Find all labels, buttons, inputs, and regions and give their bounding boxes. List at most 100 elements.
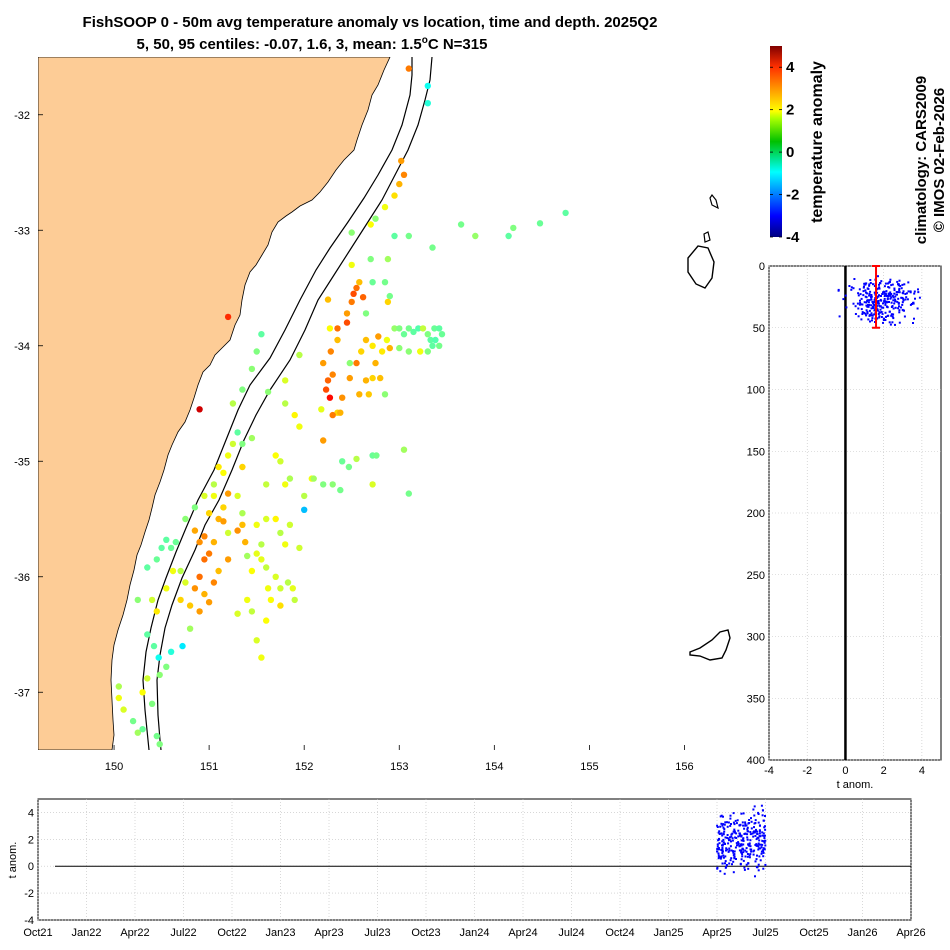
depth-point [906,298,909,301]
island-small [709,193,719,210]
time-point [749,853,752,856]
map-x-tick-label: 150 [105,761,123,773]
depth-point [912,322,914,324]
time-x-tick-label: Jul22 [170,927,196,939]
time-point [733,855,736,858]
map-point [224,452,232,459]
time-point [730,840,732,843]
map-point [381,279,389,286]
time-point [734,836,737,839]
map-point [367,255,374,263]
time-point [745,850,748,853]
map-point [163,585,170,592]
map-point [220,518,227,525]
depth-point [896,280,899,283]
depth-point [902,292,905,295]
map-point [436,342,443,349]
depth-point [857,315,860,318]
map-point [310,475,317,482]
time-point [733,828,736,831]
time-point [727,821,730,824]
time-point [732,821,735,824]
depth-point [837,289,840,292]
map-point [267,596,275,604]
depth-point [905,296,908,299]
map-point [405,232,412,240]
depth-point [886,295,888,297]
time-point [764,815,766,817]
time-point [744,832,747,835]
time-point [764,828,767,831]
map-point [239,440,246,448]
map-point [153,732,160,740]
depth-point [877,302,880,305]
depth-point [886,298,889,301]
depth-point [891,283,894,286]
time-point [739,844,742,847]
map-point [210,481,218,488]
depth-point [909,291,912,294]
time-points [716,804,767,878]
depth-point [876,295,879,298]
time-point [739,833,742,836]
map-point [301,492,308,500]
map-point [272,452,279,459]
time-point [744,855,747,858]
depth-point [902,297,905,300]
time-point [740,851,743,854]
map-point [258,331,265,338]
time-point [750,850,753,853]
time-point [724,843,726,845]
depth-point [884,303,887,306]
map-point [272,573,279,580]
map-point [234,429,241,436]
depth-point [890,284,893,287]
depth-point [893,302,896,305]
map-point [396,325,403,332]
map-point [339,458,346,465]
time-x-tick-label: Apr24 [508,927,537,939]
depth-point [859,301,862,304]
map-point [196,538,203,546]
depth-point [870,304,873,307]
map-point [396,344,403,352]
time-point [759,824,761,827]
time-point [733,850,736,853]
time-point [754,834,757,837]
time-point [760,846,763,849]
depth-point [876,291,879,294]
time-point [749,848,752,851]
depth-point [896,300,899,303]
time-point [740,843,743,846]
depth-point [869,290,872,293]
time-point [722,815,724,818]
time-point [722,826,725,829]
time-point [755,858,758,861]
time-point [748,843,751,845]
time-point [725,864,728,866]
time-point [720,832,723,835]
map-point [367,221,374,228]
map-point [396,180,403,188]
time-point [724,855,727,858]
time-point [740,835,743,838]
depth-point [863,285,865,288]
depth-point [873,301,876,303]
time-point [757,863,760,866]
time-point [756,833,759,835]
time-point [757,821,760,824]
depth-point [886,301,889,304]
depth-point [884,292,887,295]
depth-point [901,283,904,286]
depth-point [867,304,869,306]
depth-point [884,319,887,321]
depth-point [883,285,886,288]
depth-point [858,288,861,291]
map-point [201,492,208,500]
time-point [737,841,740,844]
map-point [205,599,213,606]
map-point [350,290,357,297]
depth-point [888,286,891,289]
depth-point [865,291,867,294]
time-point [726,848,729,851]
